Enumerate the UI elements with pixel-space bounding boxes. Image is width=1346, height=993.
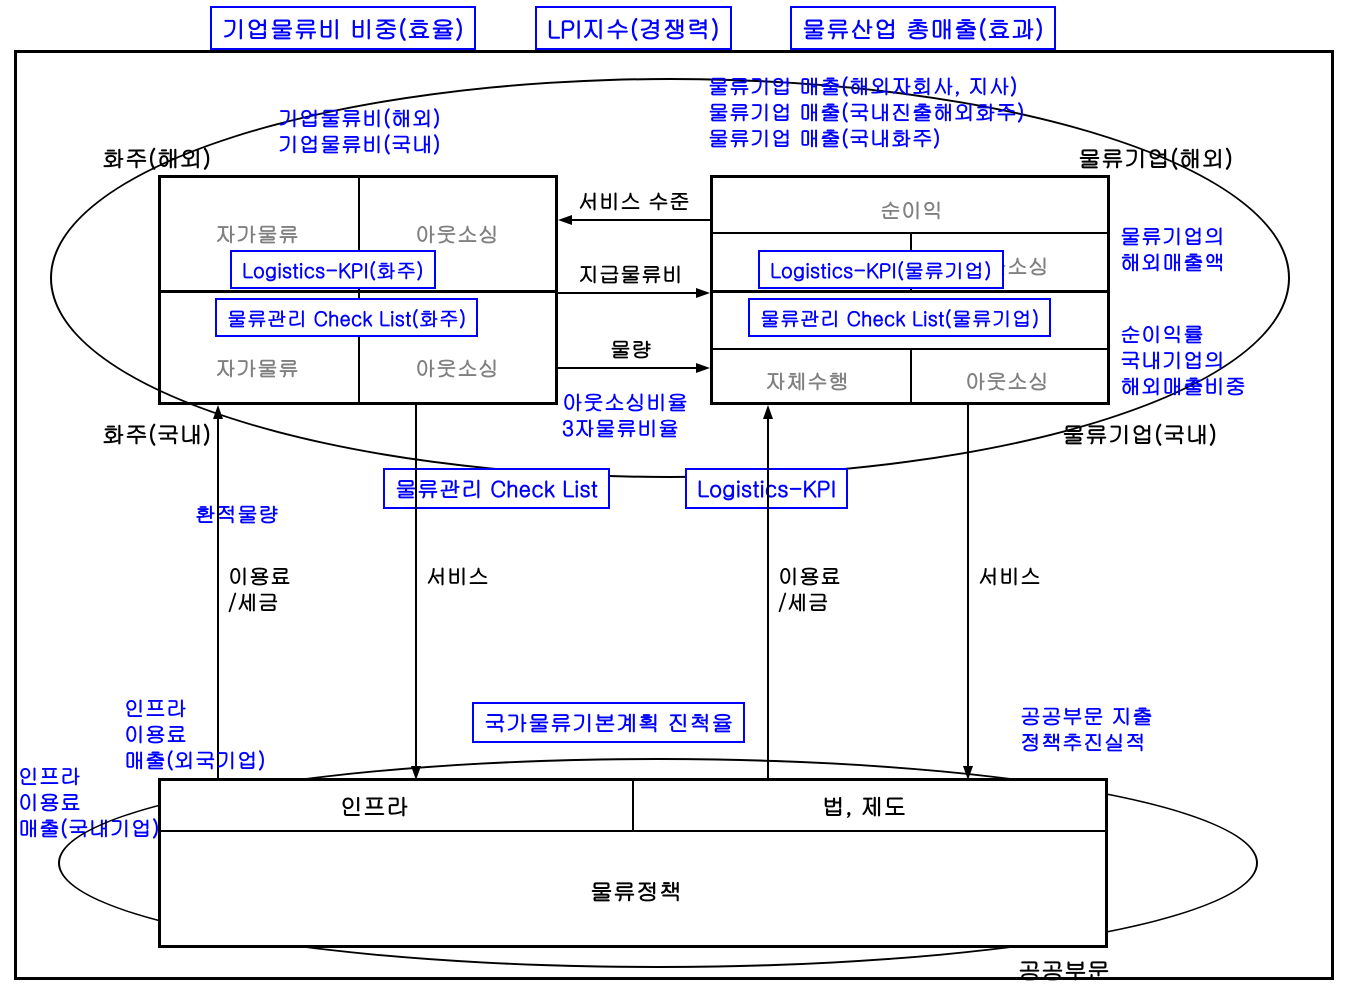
shipper-domestic-title: 화주(국내) (102, 418, 211, 450)
logistics-checklist-box: 물류관리 Check List(물류기업) (748, 298, 1051, 337)
logistics-domestic-title: 물류기업(국내) (1062, 418, 1217, 450)
header-efficiency: 기업물류비 비중(효율) (210, 6, 476, 50)
policy-box-hdiv (158, 830, 1108, 832)
label-payment: 지급물류비 (578, 258, 683, 288)
annot-logistics-overseas-2: 해외매출액 (1120, 246, 1225, 276)
annot-policy-progress: 정책추진실적 (1020, 726, 1146, 756)
label-transhipment: 환적물량 (195, 498, 279, 528)
annot-infra-foreign-3: 매출(외국기업) (124, 744, 266, 774)
label-volume: 물량 (610, 333, 652, 363)
label-law: 법, 제도 (822, 790, 906, 822)
label-service-right: 서비스 (978, 560, 1041, 590)
label-service-left: 서비스 (426, 560, 489, 590)
annot-cost-domestic: 기업물류비(국내) (278, 128, 441, 158)
logistics-kpi-box: Logistics-KPI(물류기업) (758, 250, 1004, 289)
label-service-level: 서비스 수준 (578, 185, 690, 215)
header-competitiveness: LPI지수(경쟁력) (535, 6, 732, 50)
shipper-overseas-title: 화주(해외) (102, 142, 211, 174)
arrow-fee-right-1 (760, 405, 776, 780)
label-fee-right-2: /세금 (778, 586, 829, 616)
header-effect: 물류산업 총매출(효과) (790, 6, 1056, 50)
shipper-checklist-box: 물류관리 Check List(화주) (215, 298, 478, 337)
label-policy: 물류정책 (590, 875, 682, 907)
plan-progress-box: 국가물류기본계획 진척율 (472, 702, 745, 743)
arrow-fee-left-1 (210, 405, 226, 780)
annot-sales-domestic: 물류기업 매출(국내화주) (708, 122, 941, 152)
logistics-overseas-title: 물류기업(해외) (1078, 142, 1233, 174)
label-3pl-ratio: 3자물류비율 (562, 412, 679, 442)
label-public-sector: 공공부문 (1018, 954, 1110, 986)
shipper-box (158, 175, 558, 405)
policy-box-vdiv (632, 778, 634, 830)
shipper-kpi-box: Logistics-KPI(화주) (230, 250, 436, 289)
arrow-service-left (408, 405, 424, 780)
annot-domestic-2: 해외매출비중 (1120, 370, 1246, 400)
arrow-service-right (960, 405, 976, 780)
label-infra: 인프라 (340, 790, 409, 822)
label-fee-left-2: /세금 (228, 586, 279, 616)
logistics-box (710, 175, 1110, 405)
